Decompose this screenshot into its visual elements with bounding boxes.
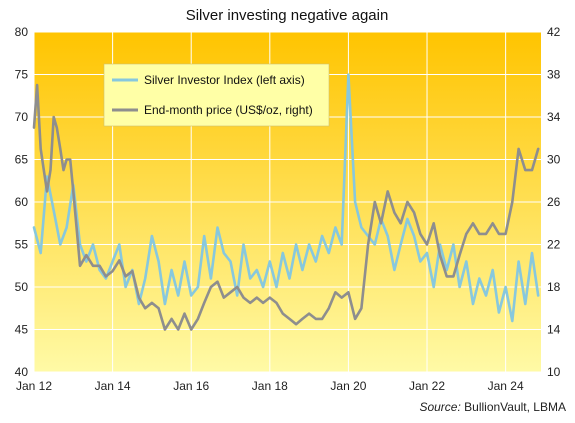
left-axis-tick-label: 45	[15, 323, 29, 337]
source-note: Source: BullionVault, LBMA	[419, 400, 566, 414]
x-axis-tick-label: Jan 22	[409, 379, 445, 393]
right-axis-tick-label: 38	[547, 68, 561, 82]
right-axis-tick-label: 26	[547, 195, 561, 209]
series-lines	[32, 73, 540, 331]
legend-label-investor-index: Silver Investor Index (left axis)	[144, 73, 305, 87]
chart-title: Silver investing negative again	[186, 7, 389, 24]
left-axis-tick-label: 80	[15, 25, 29, 39]
series-line-end-month-price	[32, 83, 540, 331]
right-axis-tick-label: 10	[547, 365, 561, 379]
left-axis-tick-label: 65	[15, 153, 29, 167]
legend-box	[103, 63, 330, 127]
left-axis-tick-label: 40	[15, 365, 29, 379]
left-axis-tick-label: 60	[15, 195, 29, 209]
x-axis-tick-label: Jan 12	[16, 379, 52, 393]
left-axis-tick-label: 55	[15, 238, 29, 252]
x-axis-tick-label: Jan 16	[173, 379, 209, 393]
right-axis-tick-label: 42	[547, 25, 561, 39]
x-axis-tick-label: Jan 14	[95, 379, 131, 393]
left-axis-tick-label: 70	[15, 110, 29, 124]
x-axis-tick-label: Jan 18	[252, 379, 288, 393]
left-axis-tick-label: 75	[15, 68, 29, 82]
left-axis-tick-labels: 40 45 50 55 60 65 70 75 80	[15, 25, 29, 379]
right-axis-tick-labels: 10 14 18 22 26 30 34 38 42	[547, 25, 561, 379]
right-axis-tick-label: 30	[547, 153, 561, 167]
right-axis-tick-label: 34	[547, 110, 561, 124]
legend-label-end-month-price: End-month price (US$/oz, right)	[144, 103, 313, 117]
x-axis-tick-label: Jan 20	[330, 379, 366, 393]
right-axis-tick-label: 14	[547, 323, 561, 337]
x-axis-tick-label: Jan 24	[488, 379, 524, 393]
source-text: BullionVault, LBMA	[464, 400, 566, 414]
x-axis-tick-labels: Jan 12 Jan 14 Jan 16 Jan 18 Jan 20 Jan 22 Jan …	[16, 379, 524, 393]
right-axis-tick-label: 22	[547, 238, 561, 252]
series-line-investor-index	[32, 73, 540, 323]
source-prefix: Source:	[419, 400, 460, 414]
legend: Silver Investor Index (left axis) End-mo…	[103, 63, 330, 127]
right-axis-tick-label: 18	[547, 280, 561, 294]
left-axis-tick-label: 50	[15, 280, 29, 294]
